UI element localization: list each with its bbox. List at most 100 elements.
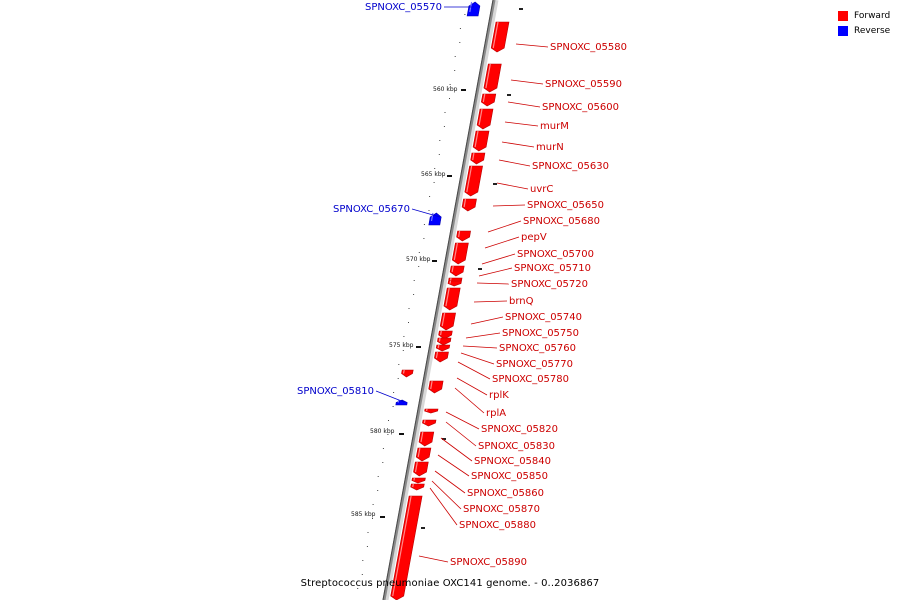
leader-line (498, 159, 531, 167)
forward-gene-glyph[interactable] (401, 369, 414, 378)
gene-label: murM (540, 121, 569, 132)
minor-tick (423, 238, 425, 239)
gene-highlight (420, 431, 424, 443)
reverse-gene-glyph[interactable] (395, 399, 408, 406)
forward-gene-glyph[interactable] (461, 198, 477, 212)
leader-line (440, 437, 473, 462)
forward-gene-glyph[interactable] (435, 344, 451, 352)
forward-gene-glyph[interactable] (411, 477, 426, 484)
leader-line (478, 267, 513, 277)
forward-gene-glyph[interactable] (476, 108, 494, 130)
gene-label: SPNOXC_05720 (511, 279, 588, 290)
gene-label: murN (536, 142, 564, 153)
forward-gene-glyph[interactable] (424, 408, 439, 414)
legend-label-forward: Forward (854, 10, 891, 21)
legend-item-forward[interactable]: Forward (838, 8, 890, 23)
forward-gene-glyph[interactable] (483, 63, 502, 93)
forward-gene-glyph[interactable] (447, 280, 462, 287)
gene-label: SPNOXC_05860 (467, 488, 544, 499)
forward-gene-glyph[interactable] (422, 419, 437, 427)
minor-tick (382, 462, 384, 463)
minor-tick (459, 42, 461, 43)
gene-highlight (441, 312, 446, 327)
reverse-gene-glyph[interactable] (428, 212, 442, 226)
leader-line (510, 79, 544, 85)
leader-line (473, 300, 508, 303)
minor-tick (423, 224, 425, 225)
gene-highlight (482, 93, 486, 103)
forward-gene-glyph[interactable] (434, 351, 449, 363)
minor-tick (408, 308, 410, 309)
leader-line (504, 121, 539, 127)
gene-label: rplA (486, 408, 506, 419)
leader-line (460, 352, 495, 365)
forward-gene-glyph[interactable] (470, 152, 486, 165)
gene-label: SPNOXC_05650 (527, 200, 604, 211)
forward-gene-glyph[interactable] (456, 230, 471, 242)
forward-gene-glyph[interactable] (428, 380, 444, 394)
gene-features[interactable] (390, 1, 510, 600)
gene-label: SPNOXC_05570 (365, 2, 442, 13)
leader-line (481, 253, 516, 265)
tick-label: 565 kbp (421, 171, 446, 178)
right-tick (507, 94, 511, 96)
reverse-gene-glyph[interactable] (466, 1, 481, 17)
forward-gene-glyph[interactable] (464, 165, 483, 197)
leader-line (418, 555, 449, 563)
forward-gene-glyph[interactable] (449, 265, 465, 277)
minor-tick (408, 322, 409, 323)
major-tick (432, 260, 437, 262)
forward-swatch (838, 10, 848, 21)
leader-line (445, 421, 477, 447)
legend-item-reverse[interactable]: Reverse (838, 23, 890, 38)
minor-tick (402, 350, 404, 351)
forward-gene-glyph[interactable] (390, 495, 423, 600)
minor-tick (443, 126, 445, 127)
gene-label: SPNOXC_05840 (474, 456, 551, 467)
minor-tick (393, 392, 395, 393)
minor-tick (397, 378, 399, 379)
leader-line (457, 361, 491, 380)
minor-tick (366, 546, 368, 547)
gene-label: SPNOXC_05870 (463, 504, 540, 515)
forward-gene-glyph[interactable] (437, 337, 452, 346)
leader-line (431, 480, 462, 510)
gene-label: SPNOXC_05830 (478, 441, 555, 452)
gene-highlight (435, 351, 439, 359)
forward-gene-glyph[interactable] (410, 483, 425, 491)
right-tick (519, 8, 523, 10)
gene-label: SPNOXC_05750 (502, 328, 579, 339)
leader-line (375, 390, 405, 403)
leader-line (515, 43, 549, 48)
genome-caption: Streptococcus pneumoniae OXC141 genome. … (300, 578, 600, 589)
minor-tick (454, 56, 456, 57)
major-tick (447, 175, 452, 177)
forward-gene-glyph[interactable] (443, 287, 461, 311)
gene-label: SPNOXC_05630 (532, 161, 609, 172)
gene-highlight (478, 108, 483, 126)
genome-backbone (382, 0, 499, 600)
minor-tick (449, 98, 450, 99)
forward-gene-glyph[interactable] (438, 330, 453, 340)
gene-highlight (412, 483, 414, 488)
leader-line (462, 345, 498, 349)
forward-gene-glyph[interactable] (472, 130, 490, 152)
leader-line (492, 204, 526, 207)
gene-highlight (466, 165, 473, 193)
right-tick (478, 268, 482, 270)
backbone-shadow (383, 0, 499, 600)
gene-highlight (402, 369, 405, 374)
minor-tick (459, 28, 461, 29)
minor-tick (403, 336, 405, 337)
leader-line (456, 377, 488, 396)
gene-highlight (392, 495, 412, 597)
forward-gene-glyph[interactable] (480, 93, 497, 107)
minor-tick (361, 574, 363, 575)
backbone-line (382, 0, 496, 600)
gene-label: pepV (521, 232, 547, 243)
forward-gene-glyph[interactable] (451, 242, 469, 265)
minor-tick (449, 84, 451, 85)
leader-line (429, 487, 458, 526)
forward-gene-glyph[interactable] (490, 21, 510, 53)
